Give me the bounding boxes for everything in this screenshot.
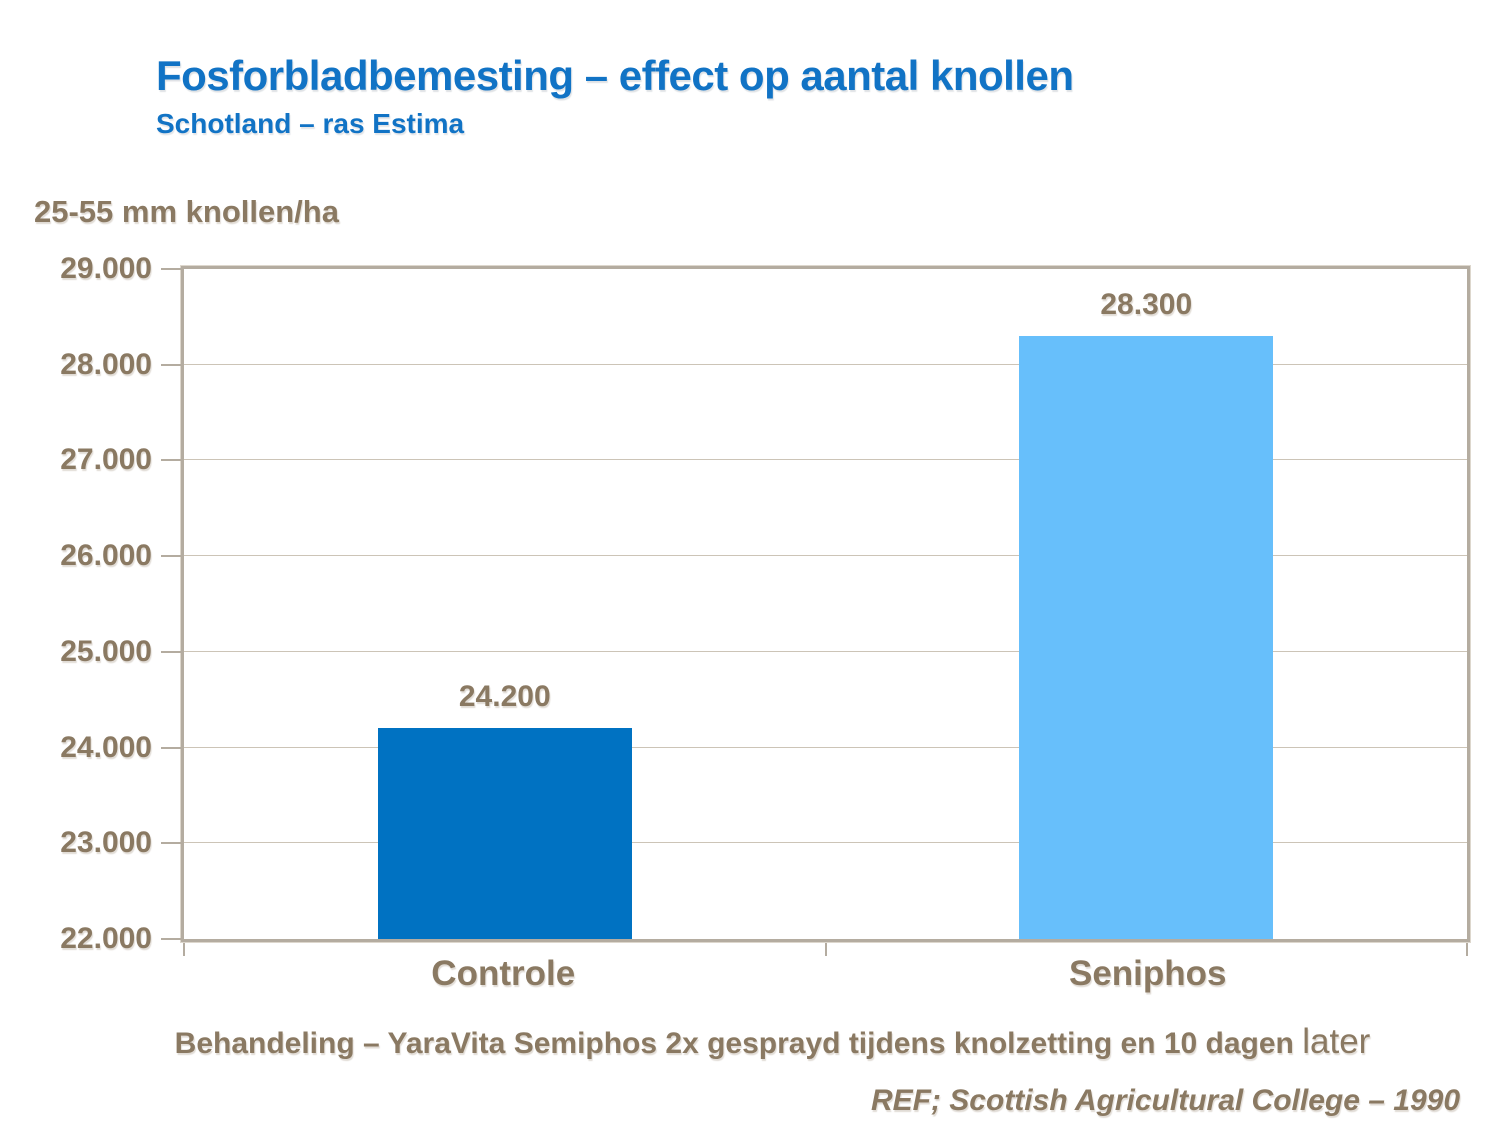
gridline [184, 842, 1467, 844]
y-axis-tick-mark [161, 363, 181, 366]
y-axis-tick-label: 29.000 [60, 252, 152, 285]
x-axis-category-label: Seniphos [1068, 954, 1227, 993]
gridline [184, 555, 1467, 557]
bar-value-label: 28.300 [1100, 288, 1193, 321]
plot-area: 24.200 28.300 [161, 265, 1471, 956]
x-axis-tick-mark [1466, 943, 1468, 956]
y-axis-title: 25-55 mm knollen/ha [34, 194, 339, 229]
gridline [184, 363, 1467, 365]
y-axis-tick-mark [161, 268, 181, 270]
y-axis-tick-mark [161, 842, 181, 845]
x-axis-category-labels: Controle Seniphos [181, 954, 1470, 1000]
gridline [184, 746, 1467, 748]
bar-controle [377, 728, 632, 939]
x-axis-tick-mark [183, 943, 185, 956]
page-title: Fosforbladbemesting – effect op aantal k… [156, 52, 1074, 99]
gridline [184, 459, 1467, 461]
x-axis-category-label: Controle [431, 954, 576, 993]
bar-seniphos [1019, 336, 1274, 939]
y-axis-tick-label: 25.000 [60, 634, 152, 668]
y-axis-tick-label: 24.000 [60, 730, 152, 764]
page-subtitle: Schotland – ras Estima [156, 108, 465, 139]
y-axis-tick-label: 23.000 [60, 826, 152, 860]
treatment-note-emphasis: later [1302, 1022, 1371, 1061]
treatment-note: Behandeling – YaraVita Semiphos 2x gespr… [90, 1022, 1455, 1062]
gridline [184, 650, 1467, 652]
y-axis-tick-mark [161, 555, 181, 558]
bar-value-label: 24.200 [458, 680, 551, 714]
y-axis-tick-mark [161, 459, 181, 462]
y-axis-tick-label: 22.000 [60, 922, 152, 955]
reference-text: REF; Scottish Agricultural College – 199… [870, 1084, 1460, 1117]
y-axis-tick-label: 27.000 [60, 443, 152, 477]
treatment-note-text: Behandeling – YaraVita Semiphos 2x gespr… [174, 1027, 1303, 1060]
y-axis-tick-mark [161, 746, 181, 749]
y-axis-tick-label: 28.000 [60, 347, 152, 381]
x-axis-tick-mark [824, 943, 827, 956]
y-axis-tick-mark [161, 650, 181, 653]
y-axis-tick-labels: 22.000 23.000 24.000 25.000 26.000 27.000 28.0… [0, 252, 152, 955]
y-axis-tick-mark [161, 938, 181, 940]
y-axis-tick-label: 26.000 [60, 539, 152, 573]
